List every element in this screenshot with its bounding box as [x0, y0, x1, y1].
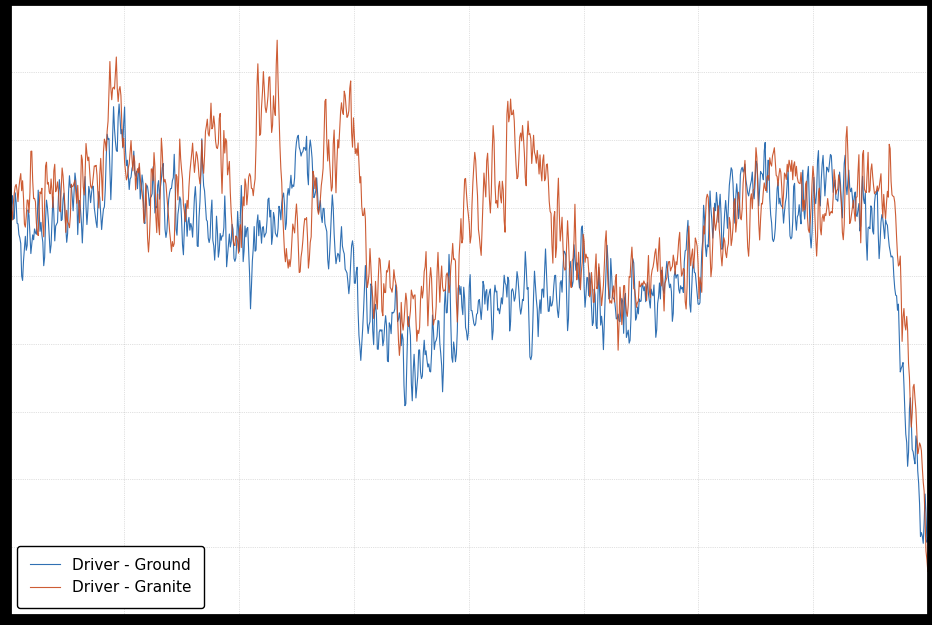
Driver - Ground	[918, 539, 929, 547]
Driver - Ground	[737, 168, 748, 176]
Driver - Ground	[98, 206, 109, 213]
Driver - Ground	[923, 534, 932, 541]
Driver - Ground	[114, 100, 125, 107]
Legend: Driver - Ground, Driver - Granite: Driver - Ground, Driver - Granite	[18, 546, 204, 608]
Driver - Ground	[377, 326, 388, 334]
Line: Driver - Granite: Driver - Granite	[9, 40, 928, 571]
Driver - Granite	[721, 254, 733, 261]
Driver - Ground	[721, 209, 733, 217]
Driver - Granite	[4, 164, 15, 172]
Driver - Granite	[923, 568, 932, 575]
Driver - Granite	[636, 282, 647, 289]
Driver - Granite	[377, 308, 388, 315]
Driver - Granite	[271, 36, 282, 44]
Driver - Ground	[4, 213, 15, 220]
Driver - Granite	[737, 179, 748, 187]
Driver - Granite	[98, 148, 109, 156]
Line: Driver - Ground: Driver - Ground	[9, 104, 928, 543]
Driver - Ground	[409, 369, 420, 376]
Driver - Ground	[636, 298, 647, 305]
Driver - Granite	[409, 291, 420, 299]
